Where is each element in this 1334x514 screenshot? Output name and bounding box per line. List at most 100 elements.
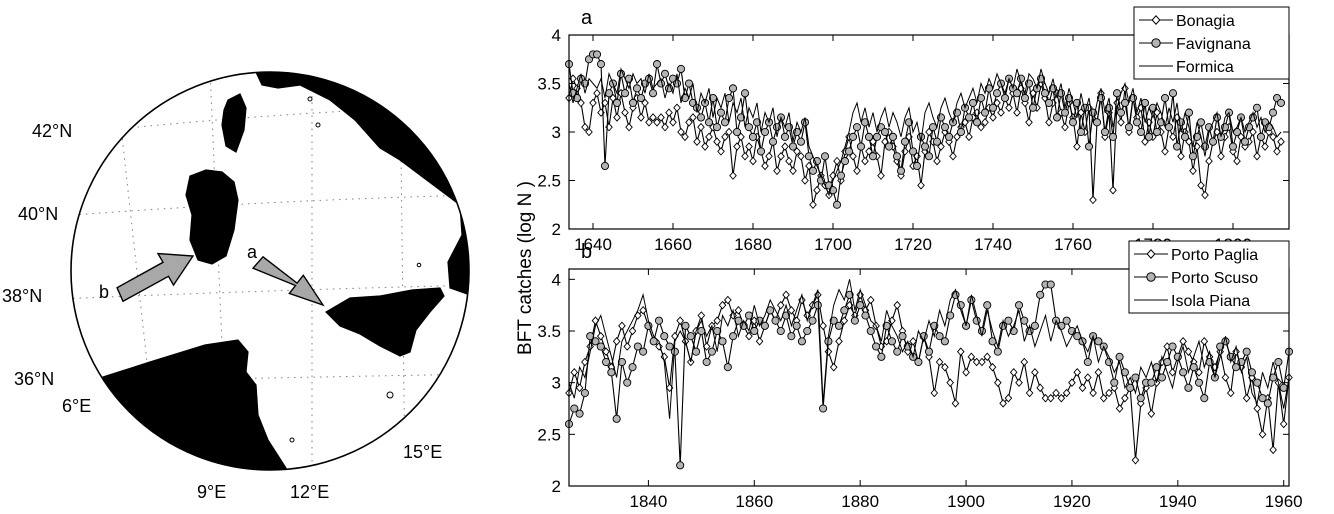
data-point bbox=[1145, 133, 1152, 140]
data-point bbox=[1161, 94, 1168, 101]
map-panel: a b 42°N 40°N 38°N 36°N 6°E 9°E 12°E 15°… bbox=[2, 50, 500, 502]
data-point bbox=[885, 143, 892, 150]
y-tick-label: 3.5 bbox=[537, 75, 561, 94]
data-point bbox=[802, 177, 808, 184]
data-point bbox=[1229, 143, 1236, 150]
series-line-bonagia bbox=[569, 79, 1281, 205]
data-point bbox=[1069, 379, 1075, 386]
data-point bbox=[1062, 124, 1068, 131]
y-tick-label: 4 bbox=[552, 26, 561, 45]
data-point bbox=[925, 348, 932, 355]
data-point bbox=[1254, 379, 1261, 386]
data-point bbox=[1046, 119, 1052, 126]
data-point bbox=[1277, 99, 1284, 106]
data-point bbox=[769, 138, 776, 145]
data-point bbox=[742, 153, 748, 160]
data-point bbox=[702, 143, 708, 150]
data-point bbox=[1259, 431, 1265, 438]
y-tick-label: 2 bbox=[552, 220, 561, 239]
data-point bbox=[1254, 153, 1260, 160]
shared-y-axis-label: BFT catches (log N ) bbox=[515, 181, 536, 355]
corsica-land bbox=[222, 94, 246, 152]
data-point bbox=[1202, 191, 1208, 198]
data-point bbox=[638, 114, 644, 121]
data-point bbox=[833, 201, 840, 208]
data-point bbox=[1101, 128, 1108, 135]
data-point bbox=[893, 153, 900, 160]
chart-panel-a: a16401660168017001720174017601780180022.… bbox=[537, 7, 1289, 254]
data-point bbox=[820, 322, 826, 329]
x-tick-label: 1700 bbox=[814, 235, 852, 254]
data-point bbox=[1234, 158, 1240, 165]
data-point bbox=[670, 119, 676, 126]
panel-b-letter: b bbox=[581, 241, 592, 263]
data-point bbox=[841, 158, 848, 165]
data-point bbox=[809, 317, 816, 324]
x-tick-label: 1660 bbox=[654, 235, 692, 254]
data-point bbox=[706, 133, 712, 140]
data-point bbox=[1185, 384, 1192, 391]
data-point bbox=[1069, 119, 1076, 126]
data-point bbox=[1029, 104, 1036, 111]
data-point bbox=[836, 338, 842, 345]
data-point bbox=[1165, 124, 1172, 131]
data-point bbox=[1257, 133, 1264, 140]
data-point bbox=[1137, 128, 1144, 135]
y-tick-label: 2.5 bbox=[537, 425, 561, 444]
data-point bbox=[1264, 400, 1271, 407]
data-point bbox=[1015, 302, 1022, 309]
data-point bbox=[1280, 384, 1287, 391]
data-point bbox=[869, 153, 876, 160]
sicily-land bbox=[326, 288, 444, 356]
data-point bbox=[1021, 317, 1028, 324]
data-point bbox=[708, 348, 715, 355]
data-point bbox=[757, 148, 764, 155]
data-point bbox=[814, 187, 820, 194]
lat-label-38: 38°N bbox=[2, 286, 42, 306]
data-point bbox=[873, 133, 880, 140]
data-point bbox=[1077, 128, 1084, 135]
data-point bbox=[1047, 281, 1054, 288]
data-point bbox=[1011, 369, 1017, 376]
data-point bbox=[685, 80, 692, 87]
x-tick-label: 1840 bbox=[629, 492, 667, 511]
data-point bbox=[918, 182, 924, 189]
data-point bbox=[1118, 119, 1124, 126]
data-point bbox=[1185, 348, 1191, 355]
data-point bbox=[687, 333, 694, 340]
data-point bbox=[1031, 322, 1038, 329]
data-point bbox=[730, 333, 737, 340]
x-tick-label: 1720 bbox=[894, 235, 932, 254]
data-point bbox=[1016, 379, 1022, 386]
data-point bbox=[571, 369, 577, 376]
data-point bbox=[1173, 143, 1180, 150]
data-point bbox=[703, 358, 710, 365]
data-point bbox=[862, 158, 868, 165]
data-point bbox=[624, 343, 630, 350]
data-point bbox=[705, 119, 712, 126]
data-point bbox=[1195, 379, 1202, 386]
data-point bbox=[1125, 124, 1132, 131]
data-point bbox=[1180, 369, 1187, 376]
data-point bbox=[1026, 119, 1032, 126]
data-point bbox=[772, 317, 779, 324]
data-point bbox=[782, 143, 788, 150]
data-point bbox=[694, 138, 700, 145]
lon-label-9: 9°E bbox=[197, 482, 226, 502]
data-point bbox=[677, 462, 684, 469]
data-point bbox=[718, 148, 724, 155]
data-point bbox=[1243, 348, 1250, 355]
data-point bbox=[798, 338, 805, 345]
data-point bbox=[1253, 104, 1260, 111]
data-point bbox=[1281, 420, 1287, 427]
data-point bbox=[1090, 389, 1096, 396]
data-point bbox=[965, 114, 972, 121]
legend-label-porto-paglia: Porto Paglia bbox=[1171, 247, 1258, 264]
panel-b-legend: Porto PagliaPorto ScusoIsola Piana bbox=[1129, 241, 1289, 313]
data-point bbox=[613, 338, 619, 345]
data-point bbox=[677, 65, 684, 72]
data-point bbox=[1074, 369, 1080, 376]
data-point bbox=[1001, 94, 1008, 101]
data-point bbox=[931, 389, 937, 396]
data-point bbox=[1093, 119, 1100, 126]
